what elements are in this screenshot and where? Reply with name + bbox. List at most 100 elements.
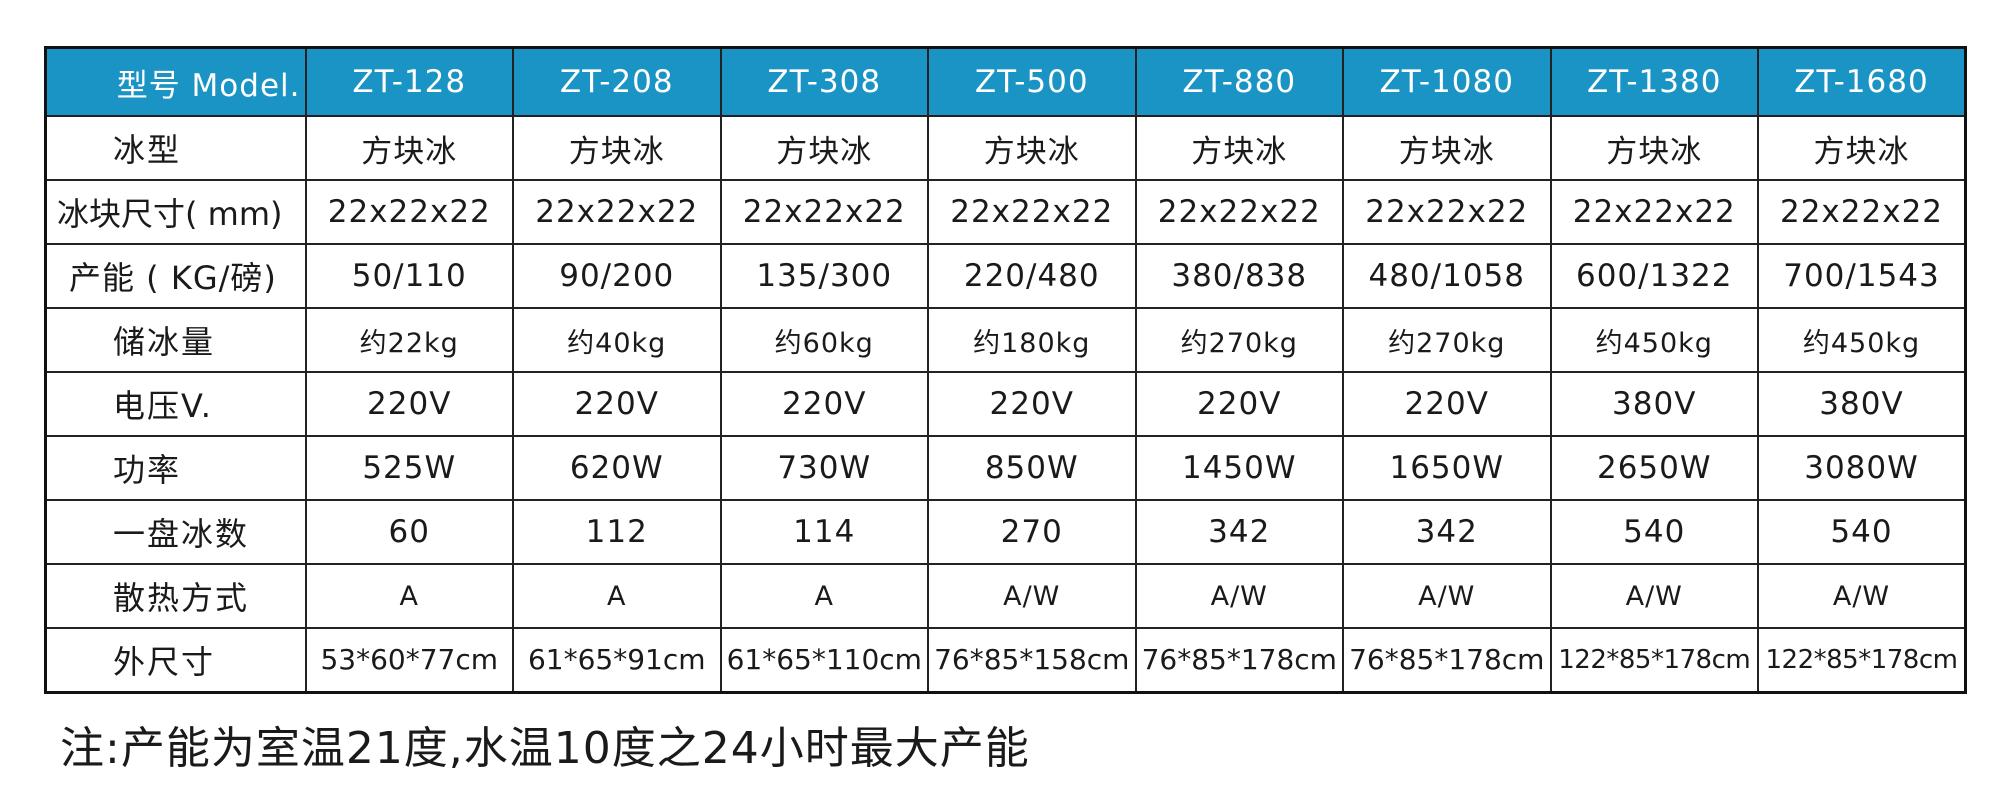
table-cell: 22x22x22: [512, 179, 722, 245]
table-cell: A: [719, 563, 929, 629]
table-row: 冰型 方块冰 方块冰 方块冰 方块冰 方块冰 方块冰 方块冰 方块冰: [44, 115, 1967, 181]
table-cell: 22x22x22: [304, 179, 514, 245]
header-model-cell: ZT-208: [512, 46, 722, 117]
table-cell: 22x22x22: [927, 179, 1137, 245]
table-cell: 220V: [304, 371, 514, 437]
table-cell: 60: [304, 499, 514, 565]
table-cell: 22x22x22: [719, 179, 929, 245]
table-cell: 方块冰: [1549, 115, 1759, 181]
table-cell: 约60kg: [719, 307, 929, 373]
table-cell: 380V: [1549, 371, 1759, 437]
table-row: 产能 ( KG/磅) 50/110 90/200 135/300 220/480…: [44, 243, 1967, 309]
row-label-cubes-per-batch: 一盘冰数: [44, 499, 307, 565]
spec-table: 型号 Model. ZT-128 ZT-208 ZT-308 ZT-500 ZT…: [44, 46, 1967, 694]
table-cell: 约450kg: [1757, 307, 1967, 373]
row-label-cube-size: 冰块尺寸( mm): [44, 179, 307, 245]
table-cell: 22x22x22: [1342, 179, 1552, 245]
table-cell: 342: [1134, 499, 1344, 565]
table-cell: 600/1322: [1549, 243, 1759, 309]
table-cell: A/W: [927, 563, 1137, 629]
table-cell: A/W: [1342, 563, 1552, 629]
table-cell: 122*85*178cm: [1549, 627, 1759, 693]
table-cell: A: [304, 563, 514, 629]
table-cell: 3080W: [1757, 435, 1967, 501]
table-cell: 135/300: [719, 243, 929, 309]
table-cell: 53*60*77cm: [304, 627, 514, 693]
table-cell: 380V: [1757, 371, 1967, 437]
table-cell: 方块冰: [1134, 115, 1344, 181]
table-cell: 方块冰: [1757, 115, 1967, 181]
table-cell: 方块冰: [927, 115, 1137, 181]
header-model-cell: ZT-1680: [1757, 46, 1967, 117]
table-cell: 约22kg: [304, 307, 514, 373]
table-row: 冰块尺寸( mm) 22x22x22 22x22x22 22x22x22 22x…: [44, 179, 1967, 245]
table-cell: 220V: [927, 371, 1137, 437]
table-cell: 540: [1757, 499, 1967, 565]
table-cell: 540: [1549, 499, 1759, 565]
table-cell: 112: [512, 499, 722, 565]
table-header-row: 型号 Model. ZT-128 ZT-208 ZT-308 ZT-500 ZT…: [44, 46, 1967, 117]
header-model-cell: ZT-1080: [1342, 46, 1552, 117]
table-cell: A/W: [1134, 563, 1344, 629]
header-model-label: 型号 Model.: [44, 46, 307, 117]
table-cell: 525W: [304, 435, 514, 501]
table-row: 外尺寸 53*60*77cm 61*65*91cm 61*65*110cm 76…: [44, 627, 1967, 693]
table-row: 功率 525W 620W 730W 850W 1450W 1650W 2650W…: [44, 435, 1967, 501]
header-model-cell: ZT-500: [927, 46, 1137, 117]
table-cell: A: [512, 563, 722, 629]
table-cell: 700/1543: [1757, 243, 1967, 309]
table-cell: 约270kg: [1134, 307, 1344, 373]
table-cell: 76*85*158cm: [927, 627, 1137, 693]
table-cell: 850W: [927, 435, 1137, 501]
table-cell: 约450kg: [1549, 307, 1759, 373]
table-cell: 220V: [1342, 371, 1552, 437]
table-row: 散热方式 A A A A/W A/W A/W A/W A/W: [44, 563, 1967, 629]
table-row: 一盘冰数 60 112 114 270 342 342 540 540: [44, 499, 1967, 565]
table-row: 储冰量 约22kg 约40kg 约60kg 约180kg 约270kg 约270…: [44, 307, 1967, 373]
table-cell: 22x22x22: [1134, 179, 1344, 245]
table-cell: 480/1058: [1342, 243, 1552, 309]
table-cell: 22x22x22: [1549, 179, 1759, 245]
row-label-dimensions: 外尺寸: [44, 627, 307, 693]
table-cell: 342: [1342, 499, 1552, 565]
table-cell: 90/200: [512, 243, 722, 309]
table-cell: 220V: [1134, 371, 1344, 437]
table-cell: 61*65*91cm: [512, 627, 722, 693]
table-cell: 730W: [719, 435, 929, 501]
table-cell: 76*85*178cm: [1342, 627, 1552, 693]
table-cell: 约180kg: [927, 307, 1137, 373]
header-model-cell: ZT-1380: [1549, 46, 1759, 117]
table-cell: A/W: [1757, 563, 1967, 629]
row-label-storage: 储冰量: [44, 307, 307, 373]
table-cell: 1650W: [1342, 435, 1552, 501]
table-cell: A/W: [1549, 563, 1759, 629]
table-cell: 270: [927, 499, 1137, 565]
table-cell: 约40kg: [512, 307, 722, 373]
table-cell: 方块冰: [1342, 115, 1552, 181]
table-cell: 220/480: [927, 243, 1137, 309]
table-cell: 220V: [512, 371, 722, 437]
table-cell: 方块冰: [719, 115, 929, 181]
table-row: 电压V. 220V 220V 220V 220V 220V 220V 380V …: [44, 371, 1967, 437]
row-label-ice-type: 冰型: [44, 115, 307, 181]
table-cell: 50/110: [304, 243, 514, 309]
header-model-cell: ZT-880: [1134, 46, 1344, 117]
table-cell: 76*85*178cm: [1134, 627, 1344, 693]
table-cell: 方块冰: [304, 115, 514, 181]
footnote: 注:产能为室温21度,水温10度之24小时最大产能: [60, 723, 1030, 774]
header-model-cell: ZT-308: [719, 46, 929, 117]
row-label-capacity: 产能 ( KG/磅): [44, 243, 307, 309]
table-cell: 122*85*178cm: [1757, 627, 1967, 693]
table-cell: 620W: [512, 435, 722, 501]
row-label-power: 功率: [44, 435, 307, 501]
table-cell: 220V: [719, 371, 929, 437]
header-model-cell: ZT-128: [304, 46, 514, 117]
row-label-cooling: 散热方式: [44, 563, 307, 629]
table-cell: 114: [719, 499, 929, 565]
table-cell: 61*65*110cm: [719, 627, 929, 693]
row-label-voltage: 电压V.: [44, 371, 307, 437]
table-cell: 2650W: [1549, 435, 1759, 501]
table-cell: 约270kg: [1342, 307, 1552, 373]
table-cell: 380/838: [1134, 243, 1344, 309]
table-cell: 1450W: [1134, 435, 1344, 501]
